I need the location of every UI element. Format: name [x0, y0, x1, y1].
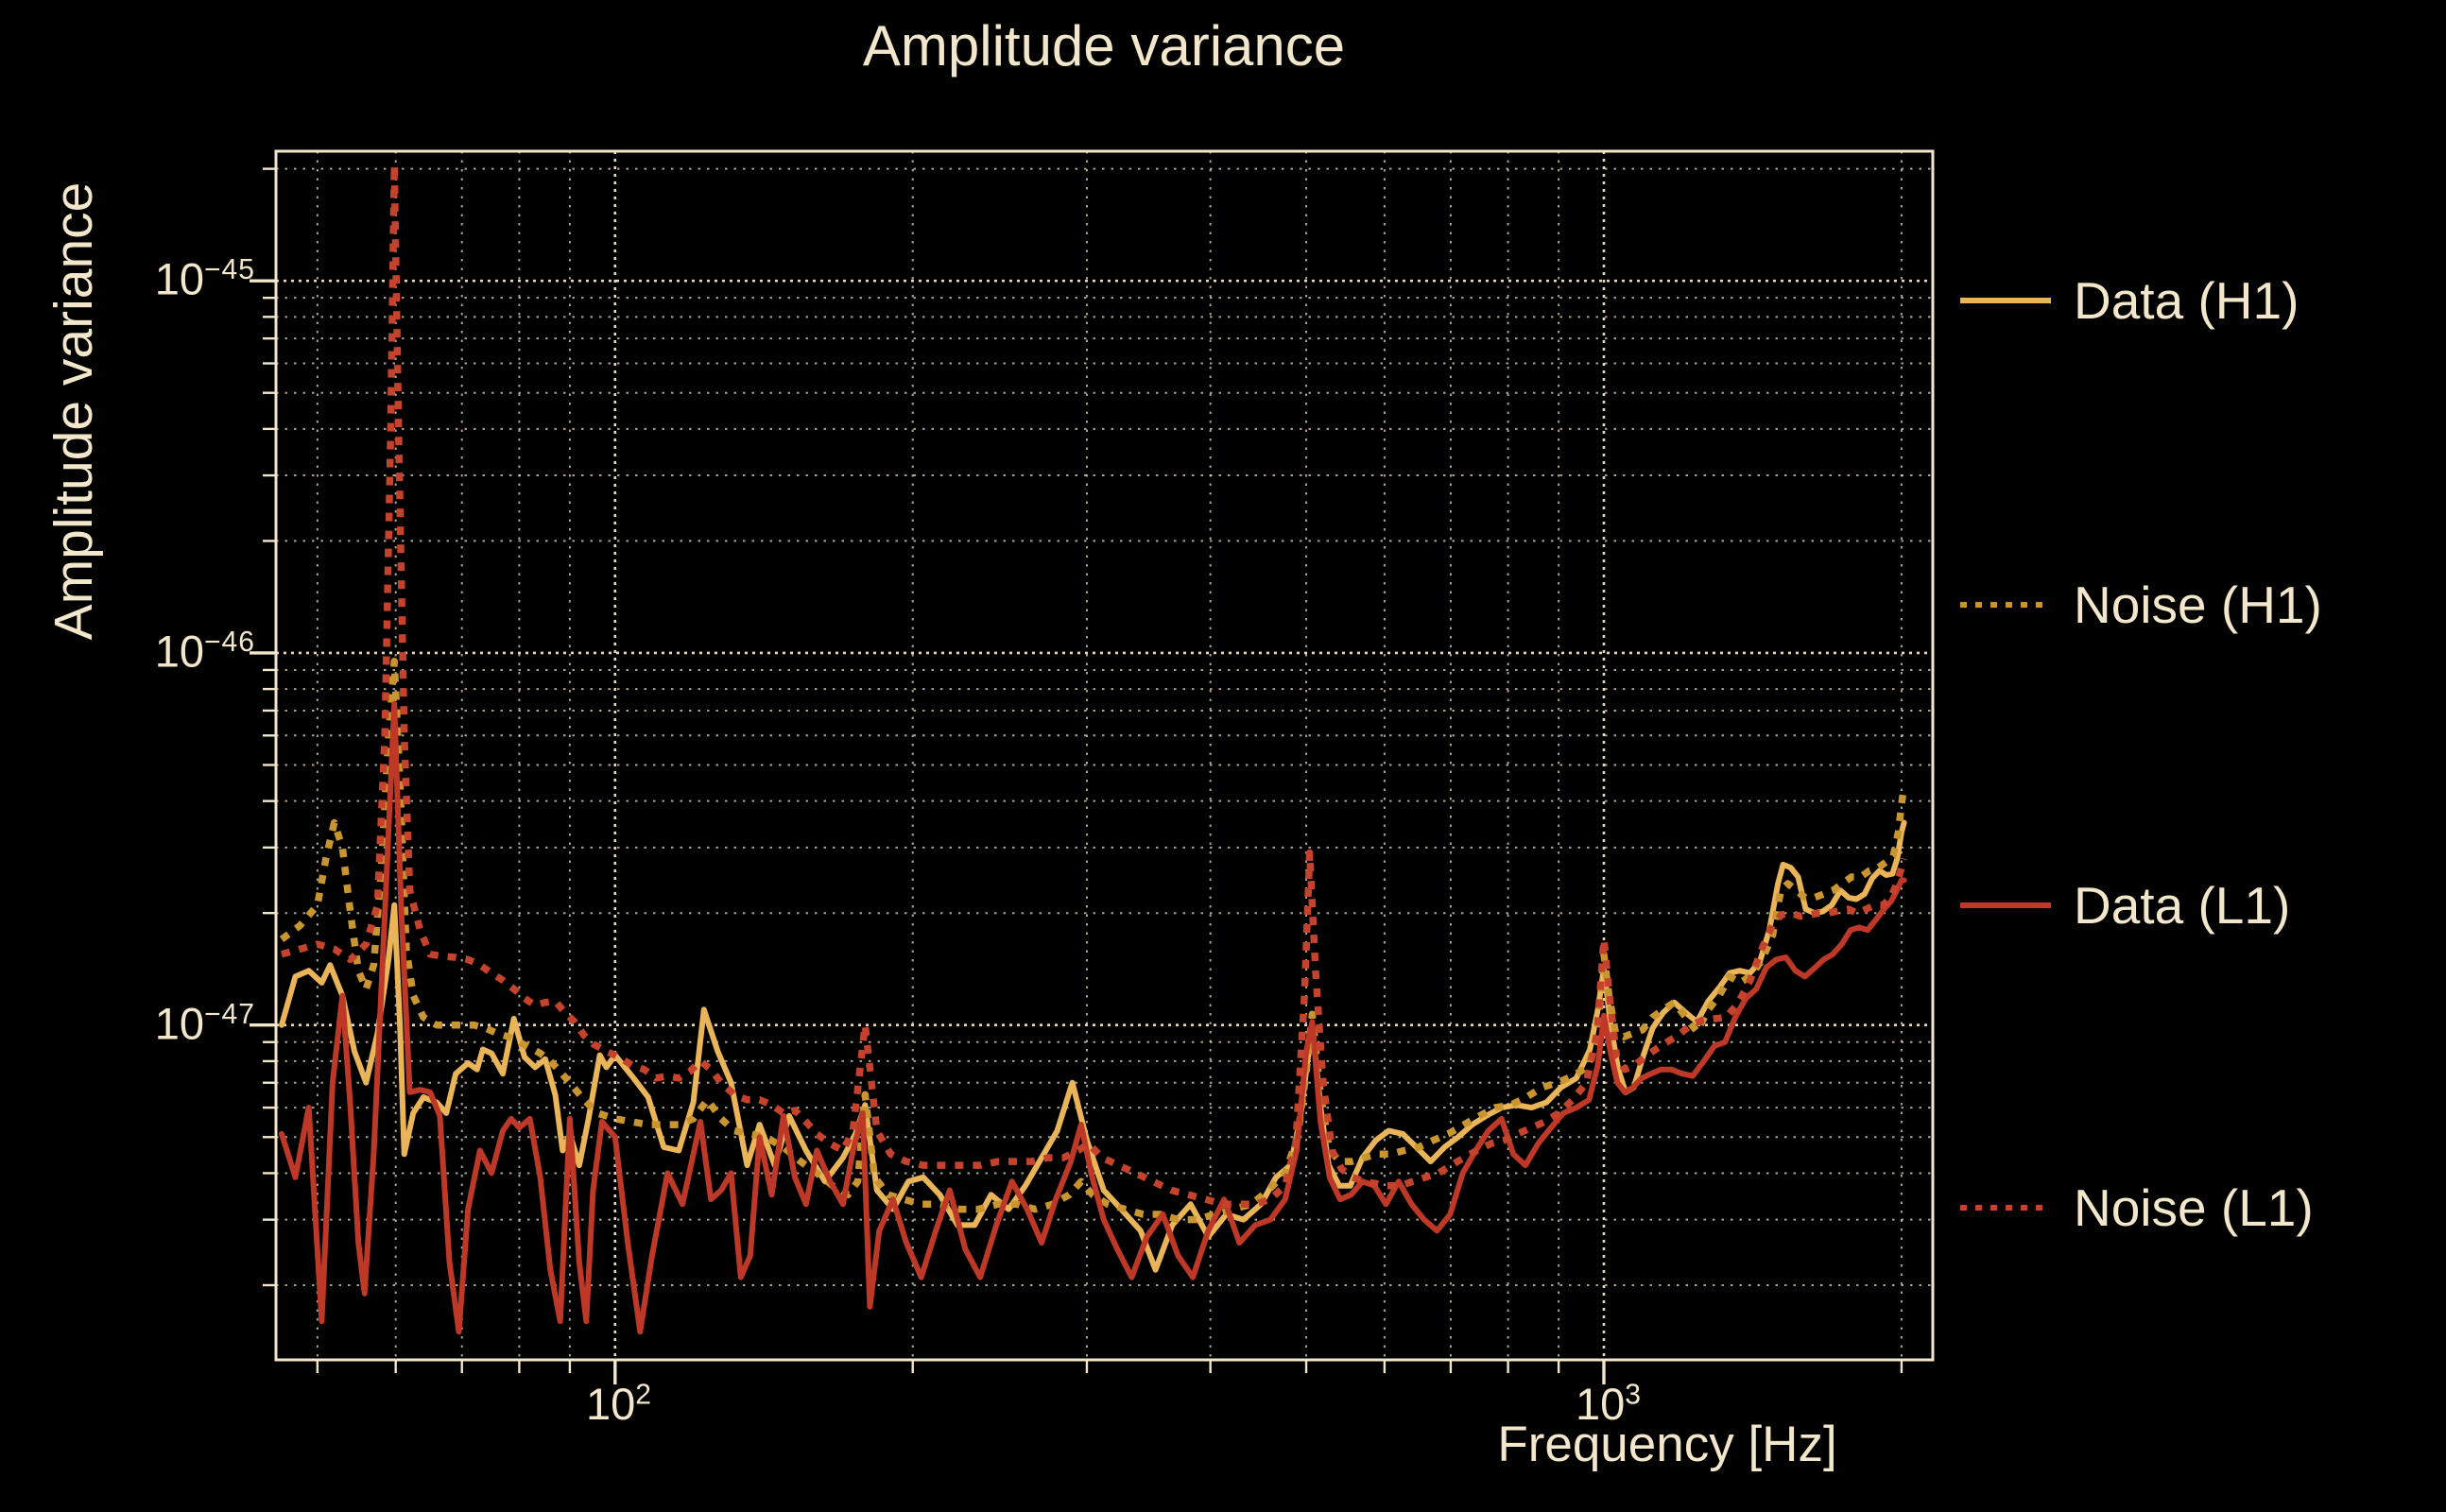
- curve-noise-h1: [279, 657, 1908, 1224]
- x-tick-label-1000: 103: [1575, 1379, 1643, 1429]
- legend-entry-data-h1: Data (H1): [1958, 270, 2299, 331]
- legend-label: Noise (H1): [2074, 576, 2322, 634]
- legend-line-sample-noise-h1: [1960, 602, 2051, 608]
- legend-entry-data-l1: Data (L1): [1958, 875, 2290, 936]
- legend-label: Noise (L1): [2074, 1178, 2314, 1237]
- chart-title: Amplitude variance: [862, 14, 1346, 77]
- y-tick-label-1e-46: 10−46: [154, 626, 255, 677]
- legend-label: Data (H1): [2074, 271, 2300, 330]
- y-tick-label-1e-47: 10−47: [154, 998, 255, 1049]
- legend-entry-noise-l1: Noise (L1): [1958, 1177, 2314, 1238]
- x-tick-label-100: 102: [585, 1379, 653, 1429]
- legend-label: Data (L1): [2074, 876, 2291, 935]
- legend-line-sample-data-l1: [1960, 902, 2051, 908]
- x-axis-label: Frequency [Hz]: [1497, 1417, 1837, 1472]
- y-axis-label: Amplitude variance: [43, 181, 104, 641]
- legend-line-sample-noise-l1: [1960, 1205, 2051, 1211]
- legend-line-sample-data-h1: [1960, 298, 2051, 303]
- curve-data-l1: [279, 700, 1907, 1335]
- legend-entry-noise-h1: Noise (H1): [1958, 575, 2322, 635]
- y-tick-label-1e-45: 10−45: [154, 253, 255, 304]
